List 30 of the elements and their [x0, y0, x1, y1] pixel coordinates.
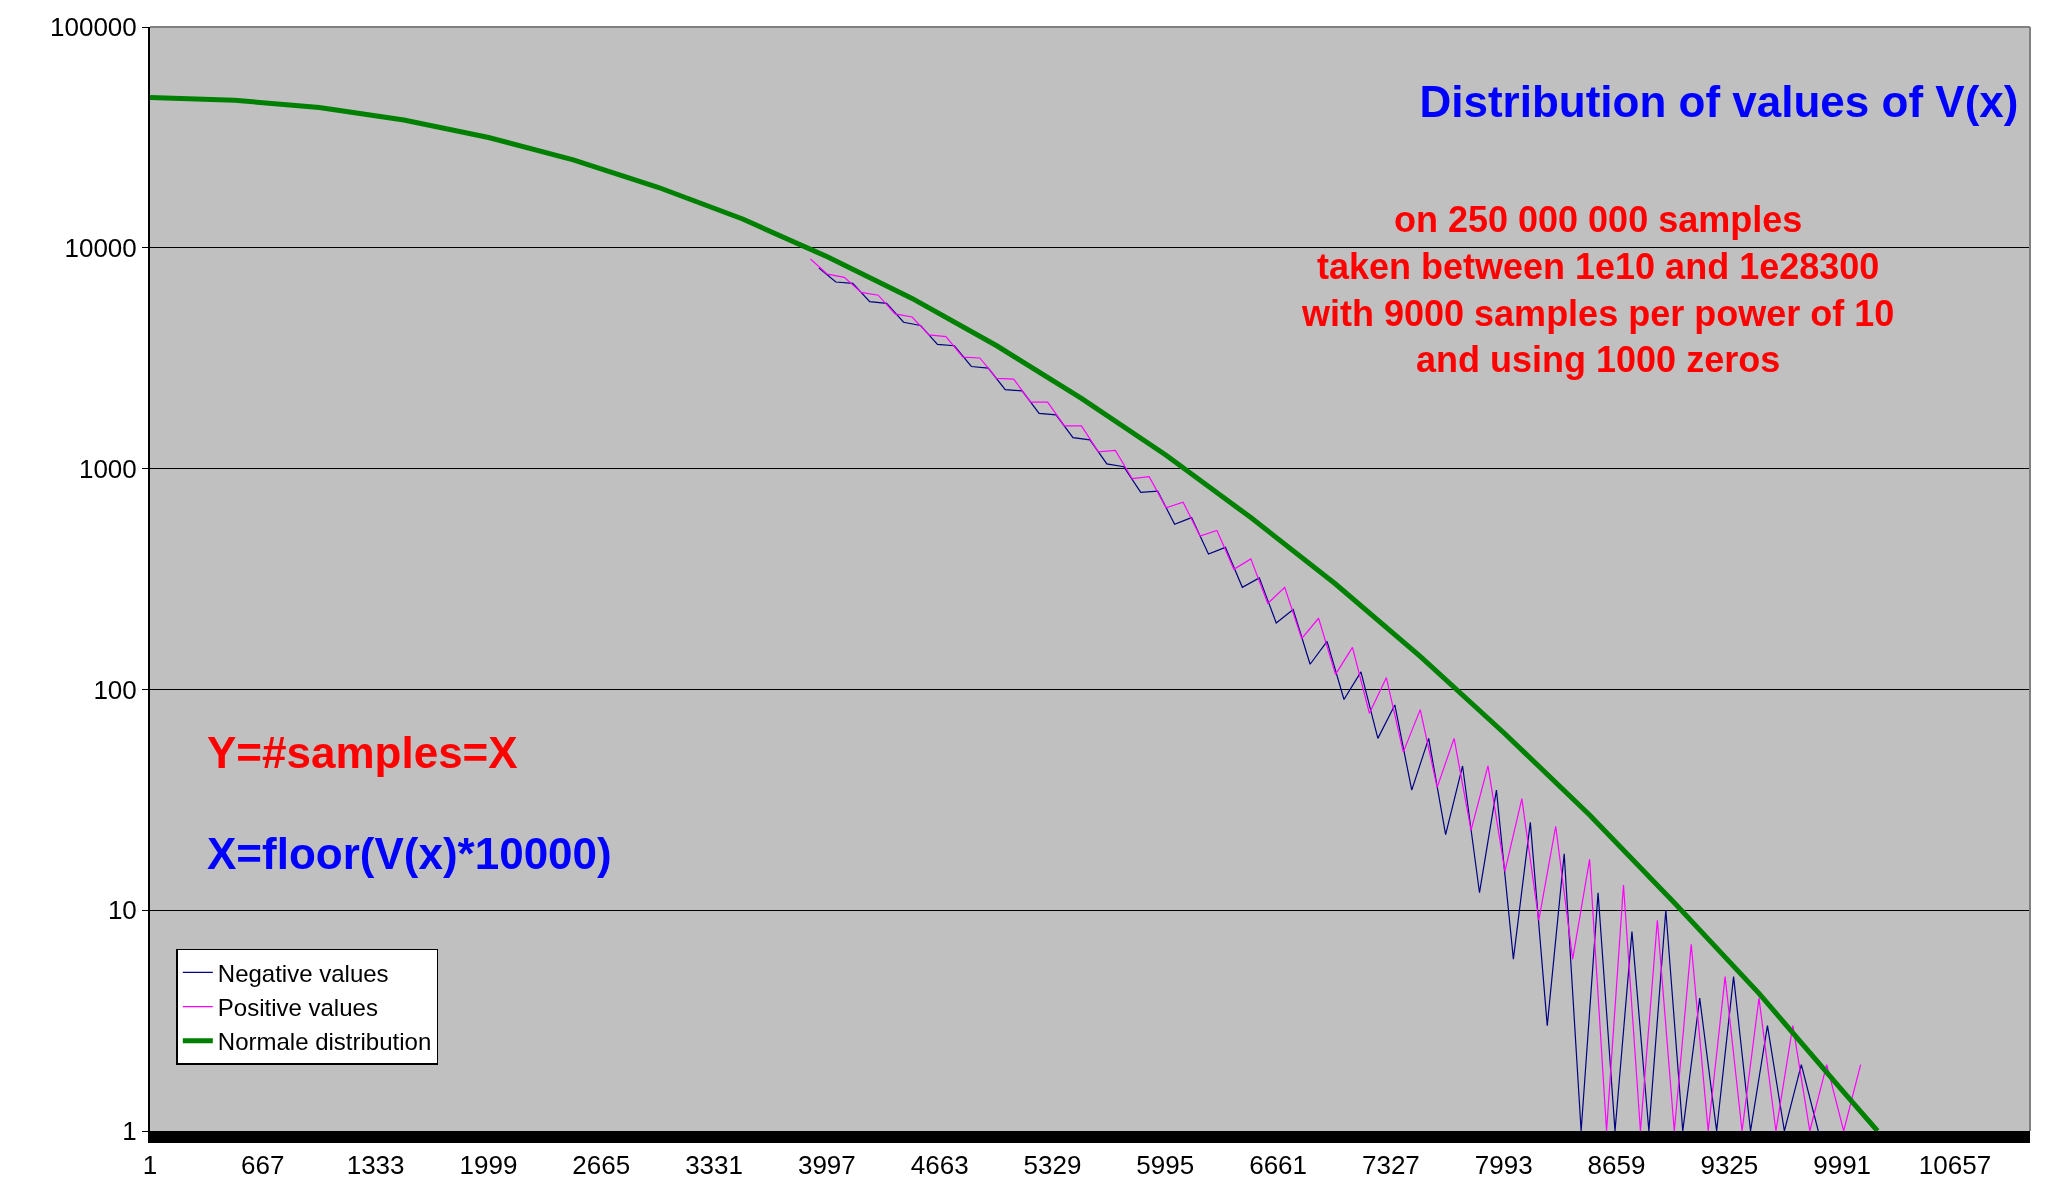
x-tick-label: 5995 — [1136, 1150, 1195, 1181]
y-tick-label: 1 — [122, 1116, 137, 1147]
x-tick-label: 3331 — [685, 1150, 743, 1181]
y-tick-label: 10000 — [64, 232, 137, 263]
y-tick-label: 1000 — [78, 453, 137, 484]
legend-label: Positive values — [217, 994, 378, 1021]
x-tick-label: 7993 — [1474, 1150, 1533, 1181]
x-tick-label: 8659 — [1587, 1150, 1646, 1181]
x-tick-label: 1999 — [459, 1150, 518, 1181]
x-tick-label: 2665 — [572, 1150, 631, 1181]
y-tick-label: 100000 — [50, 12, 137, 43]
x-tick-label: 4663 — [910, 1150, 969, 1181]
y-tick-label: 10 — [107, 895, 137, 926]
annotation: X=floor(V(x)*10000) — [207, 829, 612, 878]
x-tick-label: 1333 — [346, 1150, 405, 1181]
annotation: on 250 000 000 samples taken between 1e10 and 1e28300 with 9000 samples per power of 10 and using 1000 zeros — [1301, 199, 1895, 381]
x-tick-label: 9991 — [1813, 1150, 1872, 1181]
annotation: Y=#samples=X — [207, 728, 518, 777]
x-tick-label: 5329 — [1023, 1150, 1082, 1181]
x-tick-label: 9325 — [1700, 1150, 1759, 1181]
legend-label: Negative values — [217, 959, 389, 987]
y-tick-label: 100 — [93, 674, 137, 705]
x-tick-label: 667 — [241, 1150, 285, 1181]
x-tick-label: 6661 — [1249, 1150, 1308, 1181]
x-tick-label: 1 — [142, 1150, 158, 1181]
x-tick-label: 10657 — [1918, 1150, 1992, 1181]
x-tick-label: 3997 — [797, 1150, 856, 1181]
legend-label: Normale distribution — [217, 1028, 432, 1056]
text: Distribution of values of V(x) — [1419, 76, 2019, 126]
x-tick-label: 7327 — [1361, 1150, 1420, 1181]
